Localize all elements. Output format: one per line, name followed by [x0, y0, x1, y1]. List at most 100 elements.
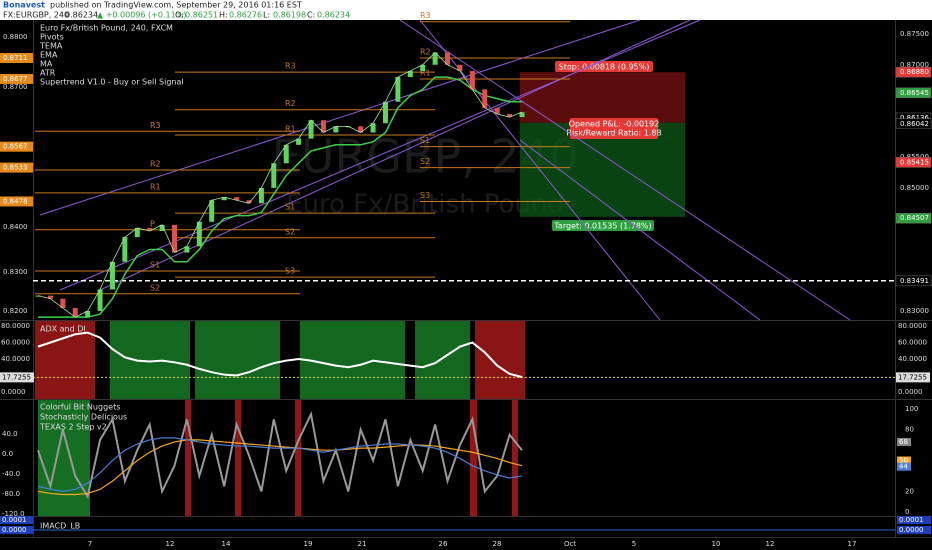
macd-tick: 0.0001 — [899, 516, 924, 524]
price-tag: 0.86545 — [900, 89, 929, 97]
adx-tick-label: 60.0000 — [898, 339, 927, 347]
quote-bg — [0, 10, 932, 20]
candle — [109, 261, 115, 290]
stoch-tag: 50 — [899, 457, 908, 465]
candle — [494, 107, 500, 115]
price-tag-bg — [895, 66, 932, 78]
legend-item: ATR — [40, 69, 56, 78]
adx-tick-label: 80.0000 — [898, 322, 927, 330]
pivot-label: S2 — [420, 157, 430, 166]
left-tick-label: 0.8400 — [3, 223, 28, 231]
pivot-label: R2 — [150, 160, 161, 169]
price-tag: 0.86136 — [900, 114, 929, 122]
quote-text: FX:EURGBP, 240 — [3, 11, 69, 20]
candle — [35, 295, 41, 297]
candle — [246, 200, 252, 204]
date-label: 28 — [493, 540, 502, 548]
candle — [258, 187, 264, 204]
candle — [271, 163, 277, 188]
date-label: 19 — [304, 540, 313, 548]
price-tag: 0.84507 — [900, 214, 929, 222]
stoch-stripe — [470, 400, 477, 516]
date-label: 12 — [166, 540, 175, 548]
price-tag-bg — [895, 275, 932, 287]
candle — [47, 295, 53, 299]
pnl-label-bg — [570, 118, 658, 139]
candle — [432, 52, 438, 65]
pivot-label: S1 — [420, 136, 430, 145]
channel-line — [519, 139, 761, 321]
stoch-blue-line — [37, 437, 523, 493]
left-tag-bg — [0, 162, 33, 173]
quote-text: ▲ +0.00096 (+0.11%) — [97, 11, 186, 20]
channel-line — [39, 19, 641, 216]
candle — [283, 144, 289, 164]
stoch-title: Stochasticly Delicious — [40, 413, 127, 422]
candle — [72, 307, 78, 318]
candle — [370, 123, 376, 133]
left-tick-label: 0.8700 — [3, 83, 28, 91]
date-label: 26 — [439, 540, 448, 548]
stoch-stripe — [235, 400, 241, 516]
price-tag-bg — [895, 212, 932, 224]
candle — [445, 52, 451, 65]
pivot-label: R1 — [285, 124, 296, 133]
candle — [122, 237, 128, 262]
quote-text: 0.86251 — [185, 11, 218, 20]
pivot-label: R2 — [420, 48, 431, 57]
candle — [407, 70, 413, 78]
stoch-gray-line — [37, 410, 523, 500]
candle — [147, 227, 153, 231]
pivot-label: R2 — [285, 99, 296, 108]
macd-tag-bg — [897, 516, 931, 524]
date-label: 14 — [222, 540, 231, 548]
pnl-label: Opened P&L: -0.00192 — [569, 120, 660, 129]
pivot-label: S3 — [285, 267, 295, 276]
left-tag-bg — [0, 196, 33, 207]
quote-text: 0.86276 — [229, 11, 262, 20]
candle — [134, 227, 140, 238]
stoch-right-tick: 80 — [905, 426, 914, 434]
left-tag: 0.8533 — [3, 164, 28, 172]
stoch-right-tick: 100 — [905, 405, 918, 413]
stoch-left-tick: 0.0 — [2, 450, 13, 458]
candle — [345, 126, 351, 128]
right-tick-label: 0.85000 — [900, 184, 929, 192]
right-tick-label: 0.83000 — [900, 307, 929, 315]
adx-stripe — [415, 321, 470, 399]
candle — [221, 197, 227, 201]
candle — [308, 120, 314, 139]
candle — [457, 64, 463, 71]
date-label: Oct — [564, 540, 576, 548]
legend-item: EMA — [40, 51, 58, 60]
left-tick-label: 0.8200 — [3, 307, 28, 315]
pivot-label: S2 — [150, 283, 160, 292]
pivot-label: S1 — [150, 261, 160, 270]
right-tick-label: 0.87000 — [900, 61, 929, 69]
stop-label-bg — [555, 61, 653, 72]
stoch-tag: 68 — [899, 438, 908, 446]
adx-stripe — [110, 321, 190, 399]
candle — [184, 246, 190, 253]
stoch-left-tick: -40.0 — [2, 470, 20, 478]
candle — [333, 126, 339, 133]
adx-stripe — [195, 321, 280, 399]
left-tag: 0.8711 — [3, 54, 28, 62]
legend-item: MA — [40, 60, 53, 69]
pivot-label: R3 — [150, 121, 161, 130]
stoch-stripe — [185, 400, 191, 516]
price-tag: 0.83491 — [900, 277, 929, 285]
candle — [296, 138, 302, 145]
candle — [507, 114, 513, 118]
publisher[interactable]: Bonavest — [3, 1, 45, 10]
target-label: Target: 0.01535 (1.78%) — [553, 222, 651, 231]
date-label: 5 — [632, 540, 636, 548]
pivot-label: P — [150, 219, 155, 228]
price-tag: 0.86042 — [900, 120, 929, 128]
pivot-label: S1 — [285, 203, 295, 212]
stoch-right-tick: 0 — [905, 508, 909, 516]
macd-tag-bg — [0, 526, 33, 534]
candle — [196, 221, 202, 247]
adx-tick-label: 60.0000 — [1, 339, 30, 347]
